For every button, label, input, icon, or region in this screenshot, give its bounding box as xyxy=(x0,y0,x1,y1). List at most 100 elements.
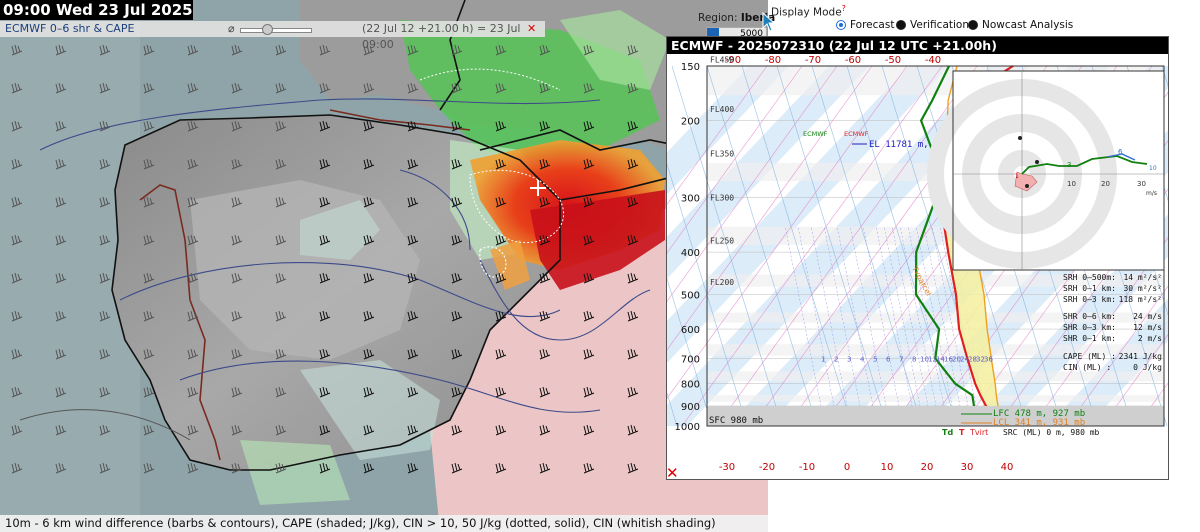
wind-barb-icon xyxy=(319,424,331,436)
map-info-bar: ECMWF 0–6 shr & CAPE ⌀ (22 Jul 12 +21.00… xyxy=(0,21,545,51)
wind-barb-icon xyxy=(583,44,595,56)
wind-barb-icon xyxy=(99,158,111,170)
wind-barb-icon xyxy=(99,462,111,474)
wind-barb-icon xyxy=(539,462,551,474)
mode-verification-label: Verification xyxy=(910,19,969,31)
wind-barb-icon xyxy=(187,196,199,208)
wind-barb-icon xyxy=(407,82,419,94)
wind-barb-icon xyxy=(363,82,375,94)
wind-barb-icon xyxy=(363,272,375,284)
close-icon[interactable]: ✕ xyxy=(527,22,537,35)
wind-barb-icon xyxy=(583,158,595,170)
pressure-label: 600 xyxy=(681,325,700,336)
wind-barb-icon xyxy=(55,44,67,56)
wind-barb-icon xyxy=(407,44,419,56)
help-icon[interactable]: ? xyxy=(841,4,846,13)
sounding-panel[interactable]: ECMWF - 2025072310 (22 Jul 12 UTC +21.00… xyxy=(666,36,1169,480)
top-temp-tick: -50 xyxy=(885,55,901,66)
wind-barb-icon xyxy=(363,158,375,170)
mixing-ratio-label: 10 xyxy=(920,355,929,363)
wind-barb-icon xyxy=(451,424,463,436)
mixing-ratio-label: 12 xyxy=(928,355,937,363)
run-info: (22 Jul 12 +21.00 h) = 23 Jul 09:00 xyxy=(362,22,521,51)
wind-barb-icon xyxy=(187,44,199,56)
mode-nowcast-radio[interactable]: Nowcast Analysis xyxy=(968,19,1073,31)
top-temp-tick: -40 xyxy=(925,55,941,66)
wind-barb-icon xyxy=(143,386,155,398)
index-name: SHR 0–3 km: xyxy=(1063,323,1116,332)
radio-icon[interactable] xyxy=(968,20,978,30)
wind-barb-icon xyxy=(627,44,639,56)
wind-barb-icon xyxy=(539,348,551,360)
wind-barb-icon xyxy=(187,120,199,132)
wind-barb-icon xyxy=(583,424,595,436)
wind-barb-icon xyxy=(319,310,331,322)
wind-barb-icon xyxy=(539,386,551,398)
wind-barb-icon xyxy=(11,196,23,208)
mixing-ratio-label: 32 xyxy=(976,355,985,363)
mixing-ratio-lines xyxy=(784,225,989,427)
opacity-slider-handle[interactable] xyxy=(262,24,273,35)
wind-barb-icon xyxy=(11,158,23,170)
pressure-label: 150 xyxy=(681,62,700,73)
wind-barb-icon xyxy=(495,196,507,208)
wind-barb-icon xyxy=(539,272,551,284)
index-value: 14 m²/s² xyxy=(1123,273,1162,282)
wind-barb-icon xyxy=(319,44,331,56)
radio-selected-icon[interactable] xyxy=(836,20,846,30)
wind-barb-icon xyxy=(231,196,243,208)
mouse-pointer-icon xyxy=(762,12,776,32)
wind-barb-icon xyxy=(319,348,331,360)
radio-icon[interactable] xyxy=(896,20,906,30)
wind-barb-icon xyxy=(11,462,23,474)
mixing-ratio-label: 4 xyxy=(860,355,865,363)
mixing-ratio-label: 20 xyxy=(952,355,961,363)
wind-barb-icon xyxy=(495,234,507,246)
mode-forecast-radio[interactable]: Forecast xyxy=(836,19,894,31)
mode-verification-radio[interactable]: Verification xyxy=(896,19,969,31)
wind-barb-icon xyxy=(363,196,375,208)
wind-barb-icon xyxy=(319,386,331,398)
hodo-label-3: 3 xyxy=(1067,161,1071,169)
flight-level-label: FL400 xyxy=(710,105,734,114)
wind-barb-icon xyxy=(55,386,67,398)
index-name: SHR 0–6 km: xyxy=(1063,312,1116,321)
temperature-model-label: ECMWF xyxy=(844,130,869,138)
wind-barb-icon xyxy=(495,462,507,474)
wind-barb-icon xyxy=(275,82,287,94)
below-surface-band xyxy=(707,406,1164,426)
wind-barb-icon xyxy=(143,424,155,436)
opacity-slider-track[interactable] xyxy=(240,28,312,33)
top-temp-tick: -90 xyxy=(725,55,741,66)
hodograph-srh-area xyxy=(1014,171,1038,192)
wind-barb-icon xyxy=(583,82,595,94)
wind-barb-icon xyxy=(275,462,287,474)
wind-barb-icon xyxy=(495,158,507,170)
index-value: 118 m²/s² xyxy=(1119,295,1162,304)
region-label: Region: xyxy=(698,12,738,24)
wind-barb-icon xyxy=(55,272,67,284)
wind-barb-icon xyxy=(363,120,375,132)
close-icon[interactable]: ✕ xyxy=(666,464,679,482)
wind-barb-icon xyxy=(143,310,155,322)
wind-barb-icon xyxy=(451,82,463,94)
wind-barb-icon xyxy=(11,386,23,398)
wind-barb-icon xyxy=(231,234,243,246)
hodo-ring-20: 20 xyxy=(1101,180,1110,188)
wind-barb-icon xyxy=(495,82,507,94)
wind-barb-icon xyxy=(275,348,287,360)
weather-map[interactable]: 09:00 Wed 23 Jul 2025 ECMWF 0–6 shr & CA… xyxy=(0,0,768,532)
wind-barb-icon xyxy=(275,386,287,398)
lcl-label: LCL 341 m, 931 mb xyxy=(993,418,1085,428)
bottom-temp-tick: -20 xyxy=(759,462,775,473)
t-legend: T xyxy=(959,428,965,437)
index-name: SRH 0–1 km: xyxy=(1063,284,1116,293)
wind-barb-icon xyxy=(275,44,287,56)
wind-barb-icon xyxy=(319,462,331,474)
display-mode-label: Display Mode xyxy=(771,6,842,19)
wind-barb-icon xyxy=(143,158,155,170)
wind-barb-icon xyxy=(275,424,287,436)
wind-barb-icon xyxy=(231,462,243,474)
wind-barbs xyxy=(11,44,639,474)
wind-barb-icon xyxy=(275,234,287,246)
